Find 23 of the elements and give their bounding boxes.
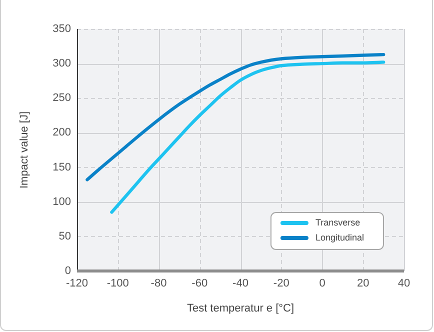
y-tick-label: 50 bbox=[58, 230, 71, 242]
line-series bbox=[110, 60, 386, 214]
y-tick-label: 200 bbox=[52, 126, 71, 139]
y-tick-label: 100 bbox=[52, 196, 71, 208]
x-tick-label: -60 bbox=[192, 278, 208, 290]
x-tick-label: -120 bbox=[66, 278, 88, 290]
y-axis-title: Impact value [J] bbox=[18, 111, 31, 189]
y-tick-label: 300 bbox=[52, 58, 71, 70]
x-tick-label: -40 bbox=[232, 278, 248, 290]
y-tick-label: 350 bbox=[52, 23, 71, 36]
x-tick-label: -100 bbox=[106, 278, 129, 290]
x-tick-label: 40 bbox=[398, 278, 410, 290]
x-tick-label: 0 bbox=[319, 278, 326, 290]
x-tick-label: 20 bbox=[357, 278, 370, 290]
legend-label: Transverse bbox=[315, 217, 360, 228]
x-tick-label: -80 bbox=[150, 278, 167, 290]
x-axis-title: Test temperatur e [°C] bbox=[186, 302, 294, 314]
y-tick-label: 150 bbox=[52, 161, 71, 174]
y-tick-label: 250 bbox=[52, 92, 71, 104]
y-tick-label: 0 bbox=[64, 265, 71, 278]
x-tick-label: -20 bbox=[273, 278, 290, 290]
legend-label: Longitudinal bbox=[315, 232, 364, 242]
line-series bbox=[86, 52, 386, 182]
